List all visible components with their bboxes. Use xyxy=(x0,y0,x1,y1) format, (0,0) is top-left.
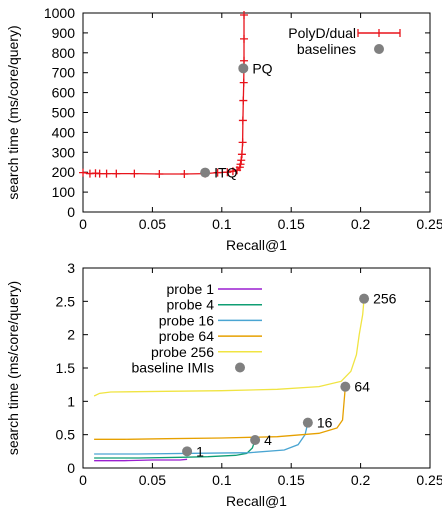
y-axis-title: search time (ms/core/query) xyxy=(5,25,21,199)
data-point-circle xyxy=(359,293,370,304)
series-probe-16 xyxy=(94,422,309,455)
series-probe-4 xyxy=(94,439,256,459)
point-label: 1 xyxy=(196,443,204,459)
data-point-plus xyxy=(238,116,247,125)
series-line xyxy=(94,458,188,462)
legend-label: probe 1 xyxy=(167,281,215,297)
y-tick-label: 3 xyxy=(67,260,75,276)
y-tick-label: 800 xyxy=(52,45,76,61)
x-tick-label: 0 xyxy=(79,216,87,232)
series-line xyxy=(94,439,256,459)
y-tick-label: 200 xyxy=(52,164,76,180)
x-tick-label: 0.05 xyxy=(139,216,166,232)
data-point-circle xyxy=(200,167,211,178)
x-tick-label: 0 xyxy=(79,472,87,488)
series-polyd-dual xyxy=(79,10,249,178)
point-label: ITQ xyxy=(214,165,237,181)
data-point-plus xyxy=(112,169,121,178)
data-point-plus xyxy=(239,96,248,105)
y-tick-label: 100 xyxy=(52,184,76,200)
x-axis-title: Recall@1 xyxy=(226,237,287,253)
x-tick-label: 0.25 xyxy=(416,216,442,232)
x-tick-label: 0.2 xyxy=(351,216,371,232)
series-probe-64 xyxy=(94,386,346,440)
data-point-plus xyxy=(95,169,104,178)
data-point-plus xyxy=(180,169,189,178)
data-point-circle xyxy=(250,435,261,445)
y-tick-label: 400 xyxy=(52,124,76,140)
top-chart: 0 0.05 0.1 0.15 0.2 0.25010020030040050060070… xyxy=(5,5,442,253)
series-line xyxy=(94,422,309,455)
data-point-circle xyxy=(340,381,351,392)
series-baselines: ITQ PQ xyxy=(200,60,273,181)
legend-swatch-circle xyxy=(374,44,384,54)
data-point-plus xyxy=(240,10,249,19)
y-tick-label: 300 xyxy=(52,144,76,160)
y-tick-label: 1 xyxy=(67,393,75,409)
y-tick-label: 2 xyxy=(67,327,75,343)
y-tick-label: 2.5 xyxy=(56,293,76,309)
data-point-plus xyxy=(239,78,248,87)
data-point-plus xyxy=(155,169,164,178)
y-tick-label: 0 xyxy=(67,204,75,220)
y-tick-label: 1.5 xyxy=(56,360,76,376)
legend-label: PolyD/dual xyxy=(288,25,356,41)
point-label: 256 xyxy=(373,291,397,307)
data-point-plus xyxy=(102,169,111,178)
legend-label: probe 256 xyxy=(151,344,214,360)
data-point-plus xyxy=(238,138,247,147)
legend-swatch-circle xyxy=(235,362,245,373)
data-point-plus xyxy=(79,168,87,177)
point-label: 4 xyxy=(264,432,272,448)
data-point-circle xyxy=(302,417,313,428)
y-tick-label: 500 xyxy=(52,105,76,121)
data-point-plus xyxy=(130,169,139,178)
data-point-plus xyxy=(240,34,249,43)
series-probe-1 xyxy=(94,458,188,462)
data-point-plus xyxy=(237,156,246,165)
x-tick-label: 0.2 xyxy=(351,472,371,488)
y-tick-label: 700 xyxy=(52,65,76,81)
y-tick-label: 0.5 xyxy=(56,427,76,443)
bottom-chart: 0 0.05 0.1 0.15 0.2 0.25 0 0.5 1 1.5 2 2.5 3 Recall@1… xyxy=(5,260,442,509)
series-baseline-imis: 1 4 16 64 256 xyxy=(182,291,397,459)
y-axis-title: search time (ms/core/query) xyxy=(5,281,21,455)
y-tick-label: 600 xyxy=(52,85,76,101)
x-tick-label: 0.1 xyxy=(212,472,232,488)
x-axis-title: Recall@1 xyxy=(226,493,287,509)
plot-frame xyxy=(82,12,431,213)
y-tick-label: 900 xyxy=(52,25,76,41)
legend-label: baseline IMIs xyxy=(132,360,214,376)
legend-label: probe 4 xyxy=(167,297,215,313)
legend-label: baselines xyxy=(297,41,356,57)
data-point-plus xyxy=(228,167,237,176)
data-point-circle xyxy=(238,63,249,74)
y-tick-label: 1000 xyxy=(44,5,75,21)
data-point-circle xyxy=(182,446,193,457)
series-probe-256 xyxy=(93,298,365,397)
legend-label: probe 16 xyxy=(159,312,214,328)
series-line xyxy=(94,386,346,440)
y-tick-label: 0 xyxy=(67,460,75,476)
x-tick-label: 0.1 xyxy=(212,216,232,232)
x-tick-label: 0.15 xyxy=(278,472,305,488)
data-point-plus xyxy=(213,168,222,177)
series-line xyxy=(93,298,365,397)
data-point-plus xyxy=(223,168,232,177)
series-line xyxy=(82,14,245,175)
legend-label: probe 64 xyxy=(159,328,214,344)
point-label: PQ xyxy=(252,60,272,76)
x-tick-label: 0.05 xyxy=(139,472,166,488)
x-tick-label: 0.25 xyxy=(416,472,442,488)
point-label: 16 xyxy=(317,415,333,431)
data-point-plus xyxy=(237,150,246,159)
x-tick-label: 0.15 xyxy=(278,216,305,232)
data-point-plus xyxy=(236,160,245,169)
point-label: 64 xyxy=(354,379,370,395)
